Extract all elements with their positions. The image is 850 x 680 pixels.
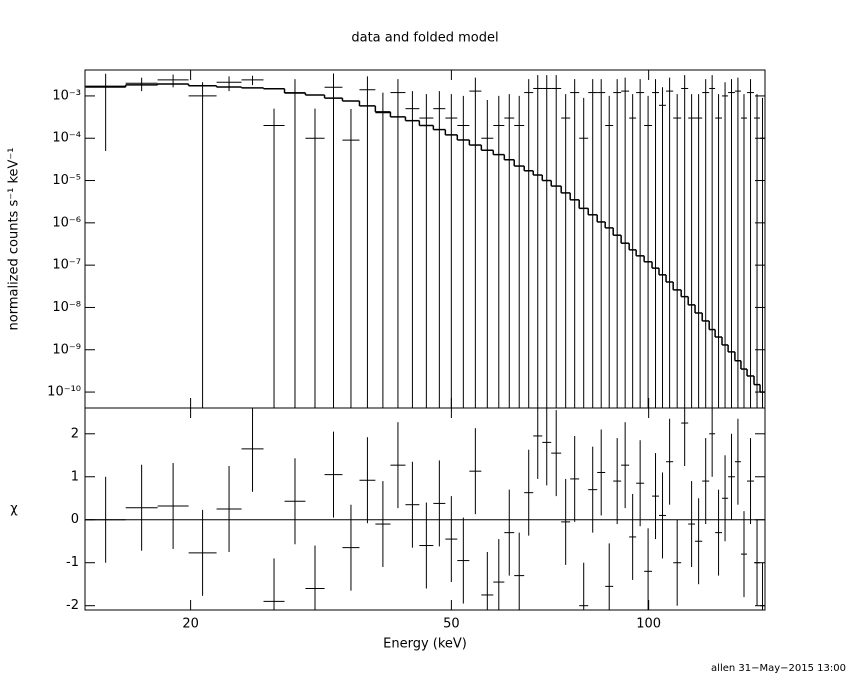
- y-tick-label: -2: [66, 598, 79, 613]
- bottom-frame: [84, 407, 766, 611]
- y-tick-label: 10⁻⁴: [52, 131, 81, 146]
- x-tick-label: 50: [443, 617, 460, 632]
- y-tick-label: 1: [71, 469, 79, 484]
- chart-title: data and folded model: [351, 31, 498, 46]
- y-tick-label: 0: [71, 512, 79, 527]
- y-tick-label: 10⁻⁹: [52, 342, 81, 357]
- y-tick-label: 10⁻⁵: [52, 173, 81, 188]
- footer: allen 31−May−2015 13:00: [711, 663, 846, 674]
- x-tick-label: 100: [636, 617, 661, 632]
- y-tick-label: 2: [71, 426, 79, 441]
- y-tick-label: 10⁻³: [52, 88, 81, 103]
- y-tick-label: -1: [66, 555, 79, 570]
- y-tick-label: 10⁻⁸: [52, 300, 81, 315]
- y-axis-label: χ: [10, 502, 18, 517]
- x-axis-label: Energy (keV): [383, 637, 467, 652]
- y-axis-label: normalized counts s⁻¹ keV⁻¹: [7, 148, 22, 331]
- y-tick-label: 10⁻¹⁰: [47, 385, 81, 400]
- x-tick-label: 20: [182, 617, 199, 632]
- y-tick-label: 10⁻⁷: [52, 258, 81, 273]
- y-tick-label: 10⁻⁶: [52, 215, 81, 230]
